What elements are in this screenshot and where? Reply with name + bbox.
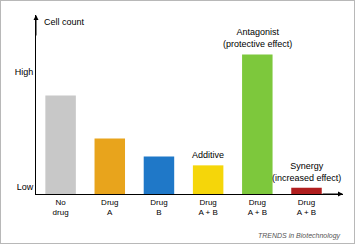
svg-text:DrugA + B: DrugA + B (297, 198, 316, 217)
svg-text:DrugA: DrugA (101, 198, 118, 217)
svg-text:Additive: Additive (192, 150, 224, 160)
svg-text:High: High (15, 67, 34, 77)
svg-text:Low: Low (17, 182, 34, 192)
svg-text:Cell count: Cell count (44, 17, 85, 27)
svg-text:Synergy(increased effect): Synergy(increased effect) (272, 161, 341, 183)
svg-text:DrugA + B: DrugA + B (248, 198, 267, 217)
svg-text:DrugB: DrugB (150, 198, 167, 217)
svg-text:Antagonist(protective effect): Antagonist(protective effect) (223, 27, 292, 49)
svg-text:TRENDS in Biotechnology: TRENDS in Biotechnology (258, 232, 341, 240)
svg-text:Nodrug: Nodrug (53, 198, 69, 217)
svg-text:DrugA + B: DrugA + B (198, 198, 217, 217)
